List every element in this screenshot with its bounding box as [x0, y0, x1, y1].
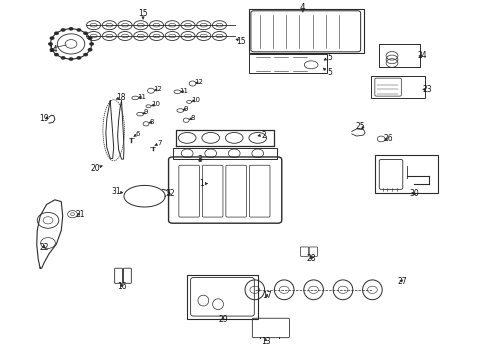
Text: 5: 5 [327, 68, 332, 77]
Text: 11: 11 [179, 88, 188, 94]
Text: 13: 13 [261, 337, 270, 346]
Text: 2: 2 [261, 131, 266, 140]
Text: 12: 12 [153, 86, 162, 92]
Circle shape [88, 36, 93, 40]
Circle shape [49, 36, 54, 40]
Circle shape [54, 53, 59, 57]
Text: 12: 12 [194, 79, 203, 85]
Circle shape [54, 31, 59, 35]
Text: 4: 4 [300, 4, 306, 13]
Circle shape [49, 48, 54, 51]
Circle shape [83, 53, 88, 57]
Text: 10: 10 [192, 97, 200, 103]
Circle shape [83, 31, 88, 35]
Text: 20: 20 [91, 164, 100, 173]
Text: 9: 9 [184, 106, 189, 112]
Circle shape [76, 28, 81, 32]
Circle shape [61, 56, 66, 60]
Text: 15: 15 [236, 37, 246, 46]
Text: 10: 10 [151, 102, 160, 107]
Text: 31: 31 [112, 187, 122, 196]
Circle shape [89, 42, 94, 46]
Text: 29: 29 [218, 315, 228, 324]
Text: 19: 19 [39, 114, 49, 122]
Text: 28: 28 [306, 254, 316, 263]
Text: 23: 23 [422, 85, 432, 94]
Circle shape [61, 28, 66, 32]
Text: 3: 3 [197, 155, 202, 163]
Text: 15: 15 [138, 9, 148, 18]
Text: 11: 11 [138, 94, 147, 100]
Text: 1: 1 [199, 179, 204, 188]
Circle shape [76, 56, 81, 60]
Text: 7: 7 [157, 140, 162, 146]
Text: 6: 6 [136, 131, 141, 137]
Circle shape [69, 57, 74, 61]
Text: 30: 30 [409, 189, 419, 198]
Text: 24: 24 [417, 51, 427, 60]
Text: 8: 8 [149, 119, 154, 125]
Text: 27: 27 [398, 277, 408, 286]
Text: 22: 22 [39, 243, 49, 252]
Circle shape [88, 48, 93, 51]
Text: 5: 5 [327, 53, 332, 62]
Text: 32: 32 [166, 189, 175, 198]
Text: 25: 25 [356, 122, 366, 131]
Text: 21: 21 [75, 210, 85, 219]
Text: 18: 18 [116, 94, 126, 103]
Circle shape [48, 42, 53, 46]
Text: 9: 9 [144, 109, 148, 115]
Text: 14: 14 [48, 45, 58, 54]
Text: 16: 16 [117, 282, 126, 291]
Text: 8: 8 [190, 115, 195, 121]
Text: 26: 26 [383, 135, 393, 144]
Text: 17: 17 [262, 292, 272, 300]
Circle shape [69, 27, 74, 31]
